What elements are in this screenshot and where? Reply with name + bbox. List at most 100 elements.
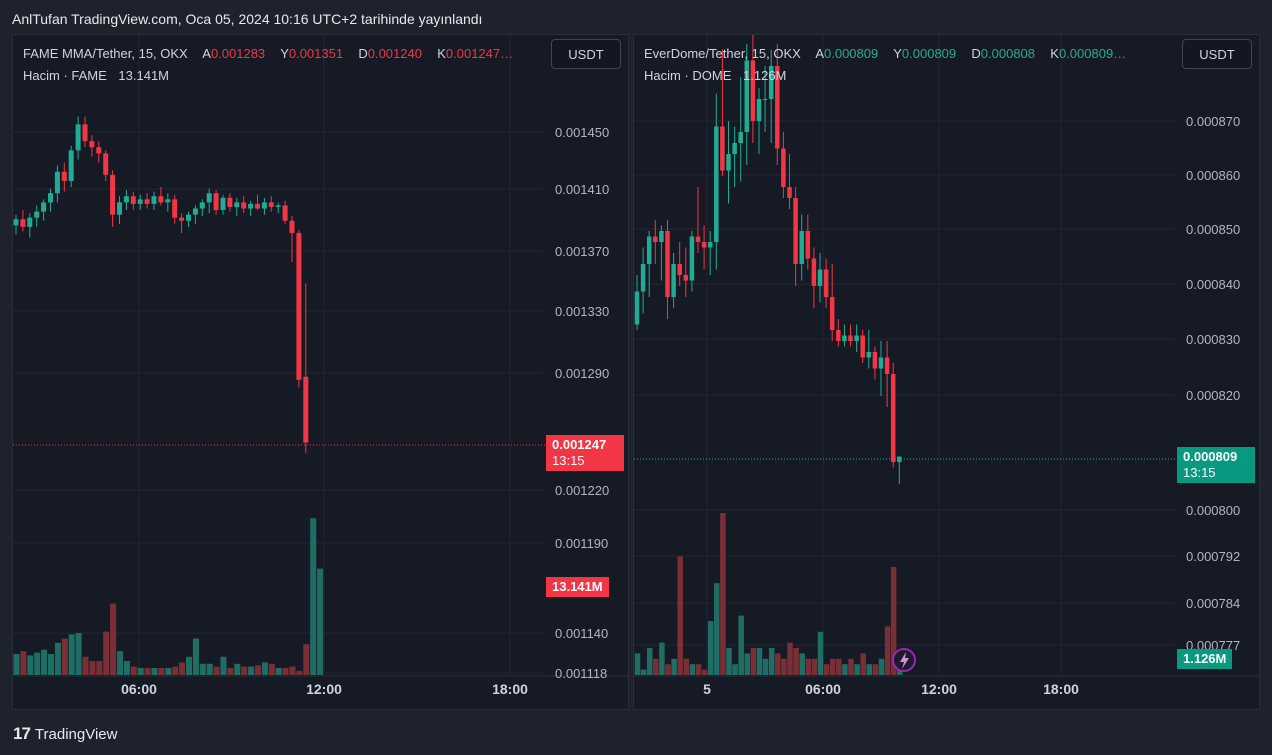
fame-price-tick: 0.001118 <box>555 666 607 681</box>
fame-volume-bar <box>41 649 48 675</box>
fame-candle <box>48 188 53 212</box>
dome-candle-body <box>726 154 731 171</box>
fame-candle-body <box>227 197 233 207</box>
dome-candle <box>707 231 713 275</box>
dome-time-tick: 12:00 <box>921 681 957 697</box>
fame-candle-body <box>13 219 19 226</box>
fame-volume-bar <box>34 652 41 675</box>
dome-volume-bar <box>756 648 763 675</box>
fame-volume-bar <box>165 668 172 675</box>
fame-last-price-tag: 0.001247 13:15 <box>546 435 624 471</box>
dome-candle-body <box>799 231 804 264</box>
dome-volume-bar <box>671 658 677 675</box>
fame-candle-body <box>234 202 240 207</box>
dome-candle-body <box>720 126 725 171</box>
dome-candle-body <box>671 264 676 297</box>
dome-candle-body <box>860 335 865 358</box>
fame-candle <box>282 200 288 224</box>
dome-candle-body <box>714 126 719 242</box>
dome-candle-body <box>707 242 713 248</box>
dome-volume-bar <box>683 658 690 675</box>
fame-currency-button[interactable]: USDT <box>551 39 621 69</box>
fame-candle-body <box>220 197 226 211</box>
dome-volume-bar <box>823 664 830 675</box>
dome-volume-bar <box>646 648 653 675</box>
dome-price-tick: 0.000830 <box>1186 332 1240 347</box>
dome-volume-bar <box>866 664 873 675</box>
fame-volume-legend: Hacim · FAME 13.141M <box>23 68 169 83</box>
fame-volume-bar <box>61 638 68 675</box>
fame-candle-body <box>282 205 288 221</box>
fame-candle <box>275 202 281 214</box>
dome-candle <box>732 126 737 187</box>
dome-volume-bar <box>890 567 897 675</box>
fame-candle <box>75 116 81 160</box>
dome-chart-svg[interactable]: 0.000870 0.000860 0.000850 0.000840 0.000830… <box>634 35 1259 709</box>
dome-candle <box>872 346 878 380</box>
chart-pane-dome[interactable]: 0.000870 0.000860 0.000850 0.000840 0.000830… <box>633 34 1260 710</box>
fame-candle <box>123 190 129 211</box>
fame-candle <box>186 211 191 227</box>
fame-open-label: A <box>202 46 211 61</box>
fame-price-tick: 0.001370 <box>555 244 609 259</box>
fame-volume-bar <box>89 661 96 675</box>
dome-volume-bar <box>714 583 720 675</box>
fame-candle-body <box>186 214 191 221</box>
dome-candle <box>714 93 719 270</box>
dome-candle-body <box>677 264 682 275</box>
dome-volume-bar <box>640 669 647 675</box>
dome-candle <box>817 253 823 303</box>
fame-volume-bar <box>172 666 179 675</box>
fame-candle-body <box>261 202 267 209</box>
dome-candle-body <box>695 236 701 242</box>
dome-candle <box>787 154 792 209</box>
dome-open-value: 0.000809 <box>824 46 879 61</box>
fame-candle <box>96 141 102 163</box>
fame-volume-bar <box>310 518 317 675</box>
fame-chart-svg[interactable]: 0.001450 0.001410 0.001370 0.001330 0.001290… <box>13 35 628 709</box>
dome-volume-bar <box>707 621 714 675</box>
fame-volume-bar <box>241 666 248 675</box>
fame-time-tick: 12:00 <box>306 681 342 697</box>
dome-volume-bar <box>775 653 781 675</box>
fame-volume-bar <box>13 654 20 675</box>
fame-candle <box>255 194 260 211</box>
fame-candle-body <box>103 153 109 175</box>
fame-price-tick: 0.001220 <box>555 483 609 498</box>
fame-low-label: D <box>358 46 368 61</box>
dome-candle <box>646 231 652 297</box>
fame-volume-bar <box>227 668 234 675</box>
fame-candle <box>54 165 60 203</box>
dome-close-label: K <box>1050 46 1059 61</box>
dome-candle <box>793 187 798 286</box>
fame-candle <box>117 196 122 224</box>
fame-candle-body <box>199 202 205 209</box>
dome-candle-body <box>762 99 768 100</box>
dome-candle <box>866 330 872 369</box>
dome-candle <box>842 324 847 347</box>
dome-volume-tag: 1.126M <box>1177 649 1233 669</box>
fame-time-tick: 18:00 <box>492 681 528 697</box>
fame-candle-body <box>151 196 157 204</box>
fame-candle <box>241 196 247 214</box>
dome-candle-body <box>897 456 902 462</box>
fame-volume-bar <box>123 661 130 675</box>
dome-candle <box>854 324 859 352</box>
chart-pane-fame[interactable]: 0.001450 0.001410 0.001370 0.001330 0.001290… <box>12 34 629 710</box>
fame-candle <box>192 205 198 224</box>
dome-currency-button[interactable]: USDT <box>1182 39 1252 69</box>
dome-volume-bar <box>854 664 860 675</box>
dome-symbol: EverDome/Tether, 15, OKX <box>644 46 801 61</box>
dome-high-label: Y <box>893 46 902 61</box>
fame-volume-bar <box>234 663 241 675</box>
fame-candle-body <box>248 203 254 209</box>
fame-candle-body <box>123 196 129 203</box>
tradingview-footer[interactable]: 17 TradingView <box>13 724 117 744</box>
dome-candle-body <box>653 236 658 242</box>
dome-price-tick: 0.000860 <box>1186 168 1240 183</box>
dome-candle <box>677 242 682 286</box>
dome-volume-bar <box>878 658 885 675</box>
dome-candle-body <box>744 60 750 132</box>
dome-candle-body <box>878 357 884 369</box>
fame-candle-body <box>206 193 212 203</box>
